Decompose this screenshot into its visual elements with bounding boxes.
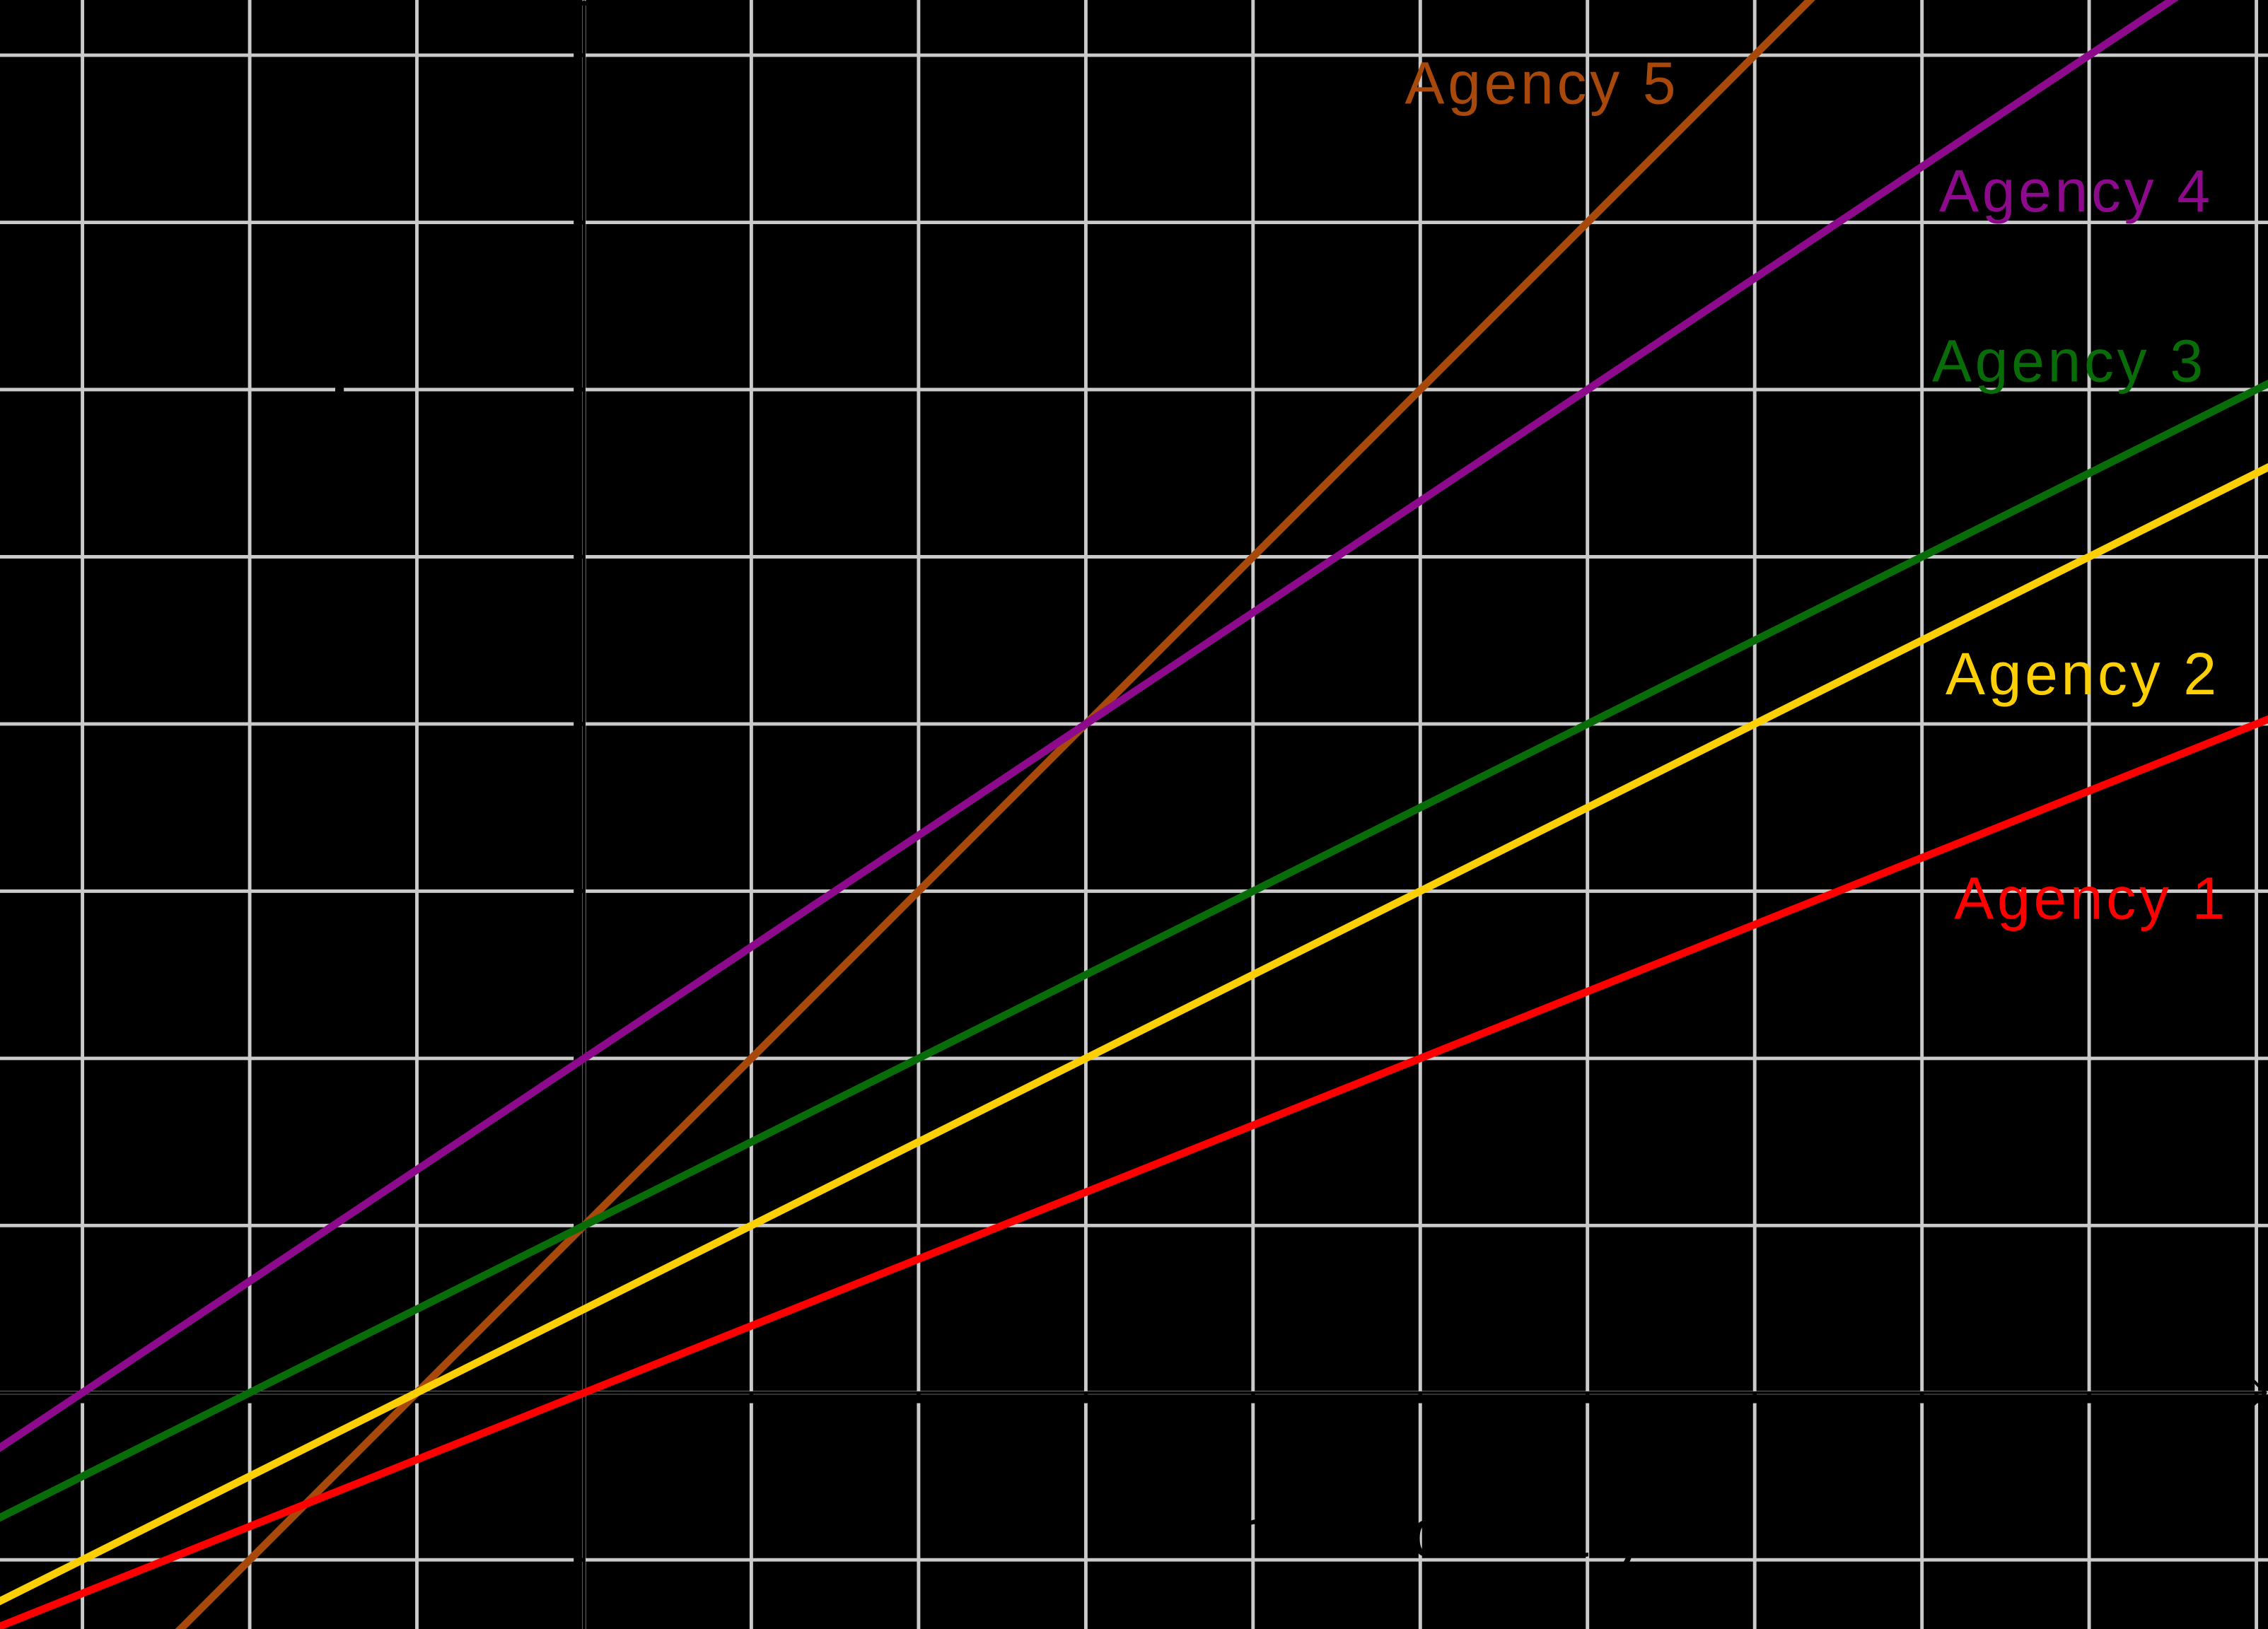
svg-text:da: da (1506, 1495, 1594, 1572)
svg-text:ys: ys (1612, 1495, 1692, 1572)
svg-text:Agency 5: Agency 5 (1405, 50, 1680, 117)
svg-text:of: of (1411, 1495, 1479, 1572)
svg-text:Agency 3: Agency 3 (1932, 328, 2206, 395)
svg-text:Agency 4: Agency 4 (1939, 158, 2214, 224)
svg-text:Agency 2: Agency 2 (1946, 641, 2220, 707)
svg-text:Agency 1: Agency 1 (1954, 865, 2228, 932)
svg-text:Number: Number (1116, 1495, 1394, 1572)
